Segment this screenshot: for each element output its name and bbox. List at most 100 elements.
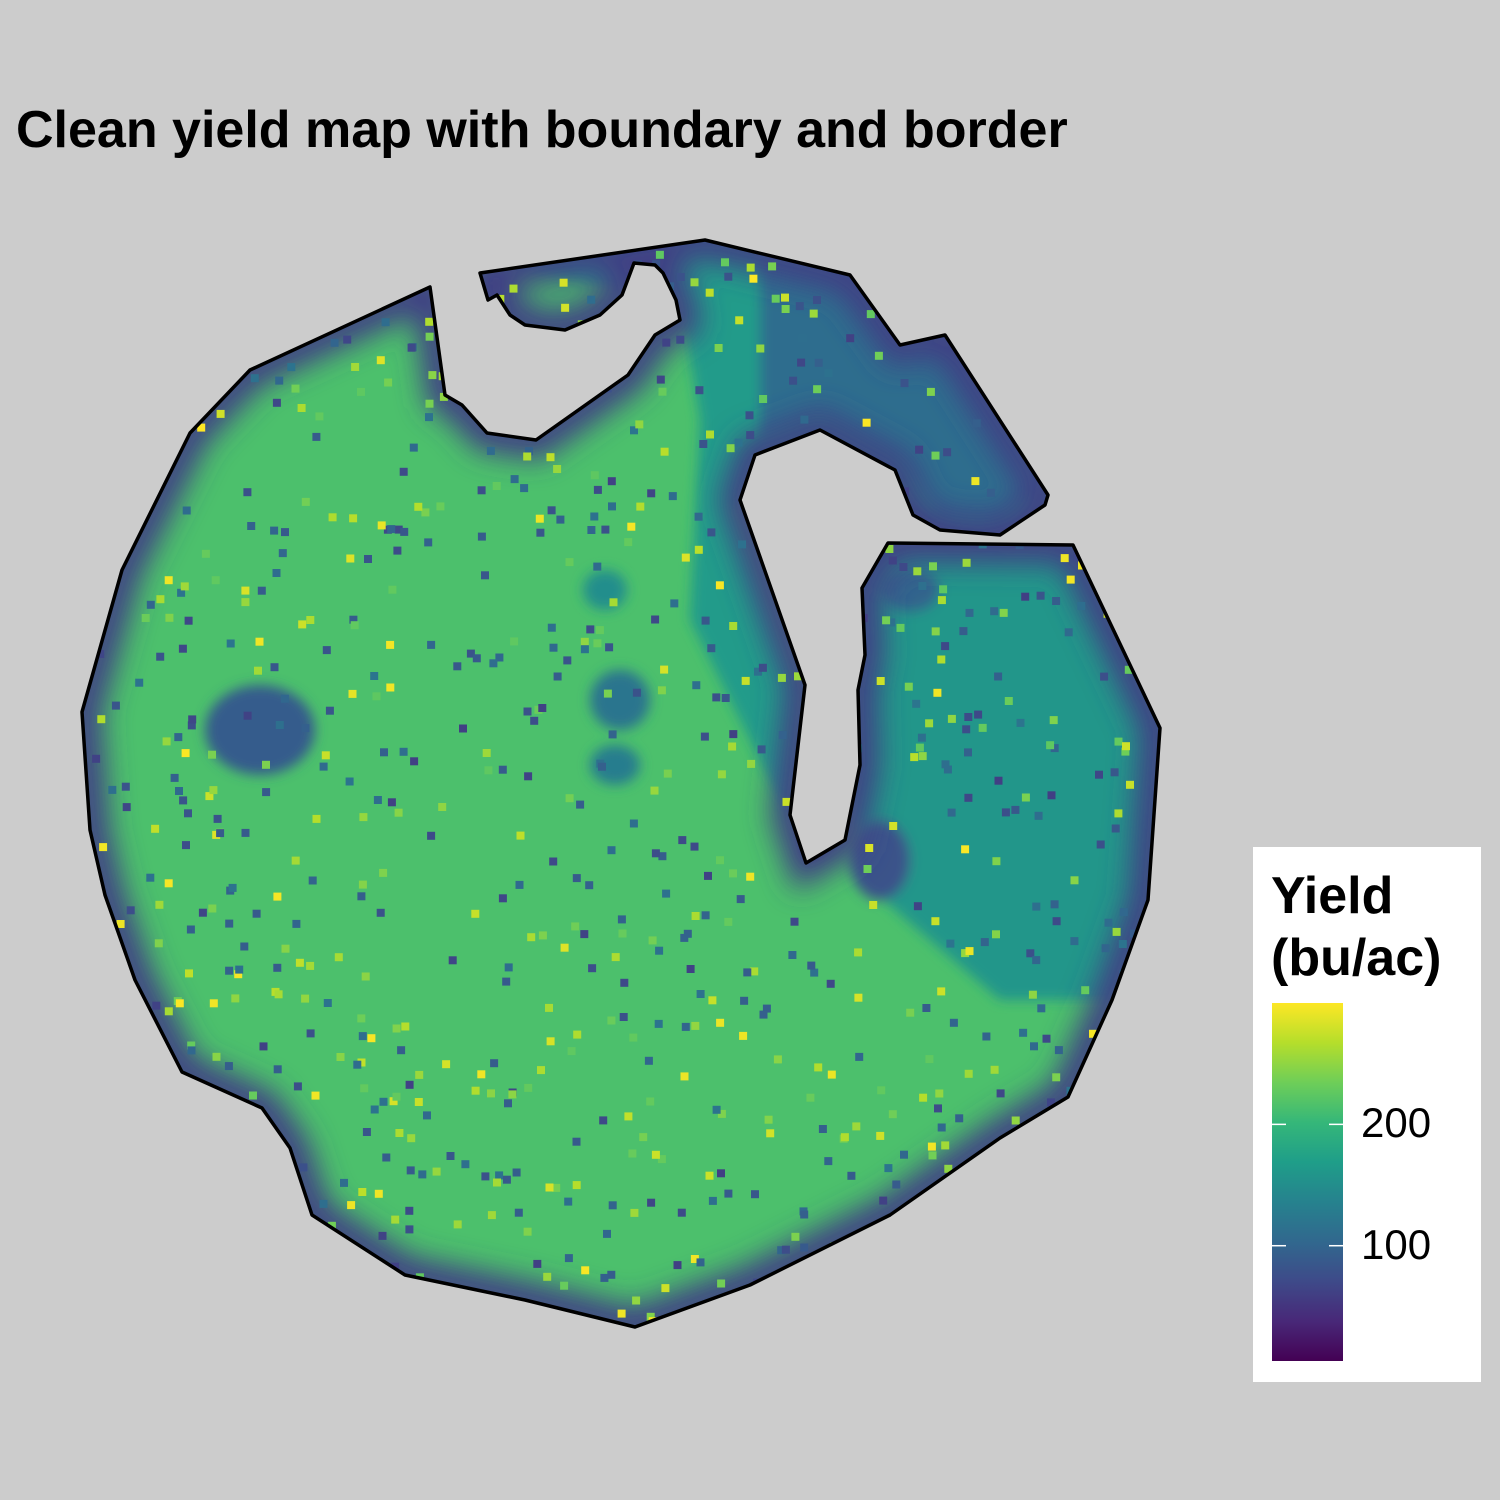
yield-cell xyxy=(563,656,572,665)
yield-cell xyxy=(1090,478,1099,487)
yield-cell xyxy=(658,387,667,396)
yield-cell xyxy=(915,445,924,454)
yield-cell xyxy=(646,1097,655,1106)
yield-cell xyxy=(878,467,887,476)
yield-cell xyxy=(275,376,284,385)
yield-cell xyxy=(905,277,914,286)
yield-cell xyxy=(1040,375,1049,384)
yield-cell xyxy=(961,949,970,958)
yield-cell xyxy=(559,278,568,287)
yield-cell xyxy=(287,363,296,372)
yield-cell xyxy=(162,737,171,746)
yield-cell xyxy=(937,596,946,605)
yield-cell xyxy=(879,1196,888,1205)
yield-cell xyxy=(795,302,804,311)
yield-cell xyxy=(439,392,448,401)
yield-cell xyxy=(937,1246,946,1255)
yield-cell xyxy=(174,375,183,384)
yield-cell xyxy=(794,672,802,681)
yield-cell xyxy=(287,279,296,288)
yield-cell xyxy=(444,254,453,263)
yield-cell xyxy=(762,1004,771,1013)
yield-cell xyxy=(1042,1034,1051,1043)
yield-cell xyxy=(922,1004,931,1012)
yield-cell xyxy=(590,512,599,521)
yield-cell xyxy=(112,368,121,376)
yield-cell xyxy=(204,343,213,352)
yield-cell xyxy=(706,430,714,439)
yield-cell xyxy=(1047,791,1056,800)
yield-cell xyxy=(714,344,723,352)
yield-cell xyxy=(565,794,574,803)
yield-cell xyxy=(271,1210,280,1219)
yield-cell xyxy=(934,1104,942,1113)
yield-cell xyxy=(980,938,989,947)
yield-cell xyxy=(813,385,822,394)
yield-cell xyxy=(647,489,656,498)
yield-cell xyxy=(168,1199,177,1207)
yield-cell xyxy=(925,719,934,728)
yield-cell xyxy=(425,399,434,408)
yield-cell xyxy=(740,996,749,1005)
yield-cell xyxy=(1050,900,1059,909)
yield-cell xyxy=(477,1070,486,1079)
yield-cell xyxy=(603,1229,611,1238)
yield-cell xyxy=(1109,378,1118,387)
yield-cell xyxy=(777,673,786,682)
yield-cell xyxy=(301,994,310,1003)
yield-cell xyxy=(943,448,952,457)
yield-cell xyxy=(581,1266,590,1275)
yield-cell xyxy=(254,666,262,675)
yield-cell xyxy=(1025,311,1034,320)
yield-cell xyxy=(832,595,841,604)
yield-cell xyxy=(216,1173,225,1182)
yield-cell xyxy=(941,642,950,651)
yield-cell xyxy=(198,908,207,917)
yield-cell xyxy=(750,967,759,976)
yield-cell xyxy=(593,639,602,648)
yield-cell xyxy=(910,753,919,762)
yield-cell xyxy=(1121,520,1130,529)
yield-cell xyxy=(806,720,815,729)
yield-cell xyxy=(897,1313,906,1322)
yield-cell xyxy=(224,1062,233,1071)
yield-cell xyxy=(1046,741,1055,750)
yield-cell xyxy=(96,650,105,658)
yield-cell xyxy=(93,967,102,976)
yield-cell xyxy=(807,961,816,970)
yield-cell xyxy=(432,1167,441,1176)
yield-cell xyxy=(1064,628,1073,637)
yield-cell xyxy=(699,440,708,448)
yield-cell xyxy=(962,558,971,567)
yield-cell xyxy=(243,488,252,497)
yield-cell xyxy=(295,958,304,967)
yield-cell xyxy=(782,797,791,806)
yield-cell xyxy=(520,484,529,493)
yield-cell xyxy=(164,391,173,400)
yield-cell xyxy=(137,1063,146,1072)
yield-cell xyxy=(739,1031,748,1040)
yield-cell xyxy=(293,1082,302,1091)
yield-cell xyxy=(933,273,942,282)
yield-cell xyxy=(1138,1283,1147,1292)
yield-cell xyxy=(980,1300,989,1309)
yield-cell xyxy=(389,1097,398,1106)
yield-cell xyxy=(1083,1068,1092,1077)
yield-cell xyxy=(778,731,787,740)
yield-cell xyxy=(1094,1156,1103,1165)
yield-cell xyxy=(700,732,709,741)
yield-cell xyxy=(326,1310,335,1319)
yield-cell xyxy=(741,676,750,685)
yield-cell xyxy=(759,1010,768,1019)
yield-cell xyxy=(840,488,849,497)
yield-cell xyxy=(549,857,558,866)
yield-cell xyxy=(247,522,256,530)
yield-cell xyxy=(487,1211,496,1220)
yield-cell xyxy=(272,398,281,407)
yield-cell xyxy=(1010,1233,1019,1242)
yield-cell xyxy=(877,267,886,276)
yield-cell xyxy=(1114,809,1123,818)
yield-cell xyxy=(175,1084,184,1093)
yield-cell xyxy=(997,1203,1006,1212)
yield-cell xyxy=(1085,1209,1094,1218)
